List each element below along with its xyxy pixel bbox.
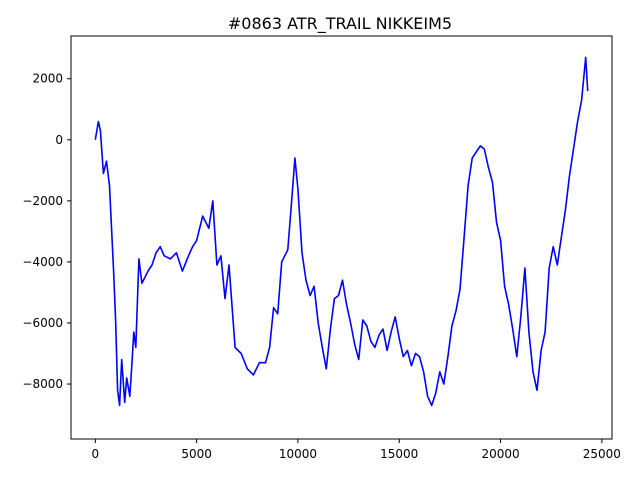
series-line [94, 56, 589, 407]
y-tick-label: −8000 [22, 377, 63, 391]
y-axis: −8000 −6000 −4000 −2000 0 2000 [22, 72, 71, 391]
x-tick-label: 25000 [583, 447, 621, 461]
y-tick-label: −4000 [22, 255, 63, 269]
x-tick-label: 10000 [279, 447, 317, 461]
x-axis: 0 5000 10000 15000 20000 25000 [91, 439, 621, 461]
y-tick-label: 2000 [32, 72, 63, 86]
x-tick-label: 20000 [481, 447, 519, 461]
y-tick-label: −6000 [22, 316, 63, 330]
x-tick-label: 0 [91, 447, 99, 461]
x-tick-label: 5000 [181, 447, 212, 461]
x-tick-label: 15000 [380, 447, 418, 461]
plot-area [70, 35, 613, 440]
chart-title: #0863 ATR_TRAIL NIKKEIM5 [228, 14, 452, 34]
y-tick-label: 0 [55, 133, 63, 147]
y-tick-label: −2000 [22, 194, 63, 208]
plot-frame [70, 35, 613, 440]
